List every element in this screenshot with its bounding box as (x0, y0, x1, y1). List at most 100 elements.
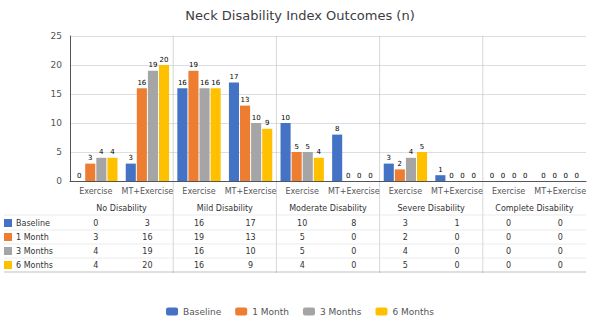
svg-text:4: 4 (300, 261, 305, 270)
svg-text:0: 0 (512, 172, 516, 180)
svg-text:5: 5 (420, 143, 424, 151)
svg-text:0: 0 (351, 233, 356, 242)
svg-text:16: 16 (178, 79, 187, 87)
svg-text:3: 3 (129, 154, 133, 162)
svg-text:1: 1 (438, 166, 442, 174)
svg-text:3: 3 (93, 233, 98, 242)
svg-text:3 Months: 3 Months (320, 307, 362, 317)
svg-text:16: 16 (194, 219, 204, 228)
svg-text:MT+Exercise: MT+Exercise (328, 187, 380, 196)
svg-text:16: 16 (194, 247, 204, 256)
svg-text:MT+Exercise: MT+Exercise (122, 187, 174, 196)
svg-text:Exercise: Exercise (79, 187, 112, 196)
svg-text:4: 4 (93, 261, 98, 270)
svg-text:0: 0 (346, 172, 350, 180)
svg-text:1: 1 (454, 219, 459, 228)
svg-text:10: 10 (297, 219, 307, 228)
svg-text:MT+Exercise: MT+Exercise (534, 187, 586, 196)
svg-text:0: 0 (351, 247, 356, 256)
svg-text:MT+Exercise: MT+Exercise (225, 187, 277, 196)
svg-text:0: 0 (506, 261, 511, 270)
svg-text:17: 17 (230, 73, 239, 81)
svg-text:Severe Disability: Severe Disability (398, 204, 466, 213)
svg-text:0: 0 (490, 172, 494, 180)
svg-text:10: 10 (252, 114, 261, 122)
svg-text:6 Months: 6 Months (16, 261, 53, 270)
svg-text:16: 16 (211, 79, 220, 87)
svg-text:5: 5 (403, 261, 408, 270)
svg-text:0: 0 (93, 219, 98, 228)
svg-text:16: 16 (194, 261, 204, 270)
svg-text:0: 0 (56, 176, 62, 186)
svg-text:Baseline: Baseline (16, 219, 50, 228)
svg-text:0: 0 (501, 172, 505, 180)
svg-text:13: 13 (246, 233, 256, 242)
svg-text:0: 0 (564, 172, 568, 180)
svg-text:0: 0 (454, 247, 459, 256)
svg-text:16: 16 (200, 79, 209, 87)
svg-text:6 Months: 6 Months (392, 307, 434, 317)
svg-text:Exercise: Exercise (389, 187, 422, 196)
svg-text:3: 3 (387, 154, 391, 162)
svg-text:0: 0 (575, 172, 579, 180)
svg-text:10: 10 (246, 247, 256, 256)
svg-text:9: 9 (265, 119, 269, 127)
svg-text:Neck Disability Index Outcomes: Neck Disability Index Outcomes (n) (185, 8, 414, 23)
svg-text:4: 4 (403, 247, 408, 256)
svg-text:5: 5 (300, 233, 305, 242)
svg-text:0: 0 (351, 261, 356, 270)
svg-text:4: 4 (93, 247, 98, 256)
svg-text:Exercise: Exercise (182, 187, 215, 196)
svg-text:MT+Exercise: MT+Exercise (431, 187, 483, 196)
svg-text:3: 3 (145, 219, 150, 228)
svg-text:0: 0 (77, 172, 81, 180)
svg-text:Baseline: Baseline (183, 307, 222, 317)
svg-text:0: 0 (541, 172, 545, 180)
svg-text:5: 5 (306, 143, 310, 151)
svg-text:20: 20 (160, 56, 169, 64)
svg-text:0: 0 (454, 233, 459, 242)
svg-text:20: 20 (51, 60, 63, 70)
svg-text:0: 0 (558, 219, 563, 228)
svg-text:13: 13 (241, 96, 250, 104)
svg-text:0: 0 (558, 261, 563, 270)
svg-text:19: 19 (148, 61, 157, 69)
svg-text:1 Month: 1 Month (252, 307, 289, 317)
svg-text:5: 5 (300, 247, 305, 256)
svg-text:5: 5 (294, 143, 298, 151)
svg-text:15: 15 (51, 89, 62, 99)
svg-text:9: 9 (248, 261, 253, 270)
svg-text:Moderate Disability: Moderate Disability (289, 204, 367, 213)
svg-text:16: 16 (142, 233, 152, 242)
svg-text:0: 0 (460, 172, 464, 180)
svg-text:17: 17 (246, 219, 256, 228)
svg-text:1 Month: 1 Month (16, 233, 49, 242)
svg-text:0: 0 (368, 172, 372, 180)
svg-text:0: 0 (558, 233, 563, 242)
svg-text:Exercise: Exercise (286, 187, 319, 196)
svg-text:2: 2 (398, 160, 402, 168)
svg-text:8: 8 (351, 219, 356, 228)
svg-text:0: 0 (552, 172, 556, 180)
svg-text:25: 25 (51, 31, 62, 41)
svg-text:3 Months: 3 Months (16, 247, 53, 256)
svg-text:4: 4 (99, 148, 104, 156)
svg-text:Complete Disability: Complete Disability (495, 204, 573, 213)
svg-text:Exercise: Exercise (492, 187, 525, 196)
svg-text:0: 0 (506, 219, 511, 228)
svg-text:19: 19 (194, 233, 204, 242)
svg-text:19: 19 (189, 61, 198, 69)
svg-text:3: 3 (88, 154, 92, 162)
svg-text:0: 0 (357, 172, 361, 180)
svg-text:0: 0 (454, 261, 459, 270)
svg-text:0: 0 (506, 247, 511, 256)
svg-text:19: 19 (142, 247, 152, 256)
svg-text:4: 4 (317, 148, 322, 156)
svg-text:0: 0 (449, 172, 453, 180)
svg-text:16: 16 (137, 79, 146, 87)
svg-text:2: 2 (403, 233, 408, 242)
svg-text:0: 0 (523, 172, 527, 180)
svg-text:4: 4 (409, 148, 414, 156)
svg-text:3: 3 (403, 219, 408, 228)
svg-text:Mild Disability: Mild Disability (197, 204, 253, 213)
